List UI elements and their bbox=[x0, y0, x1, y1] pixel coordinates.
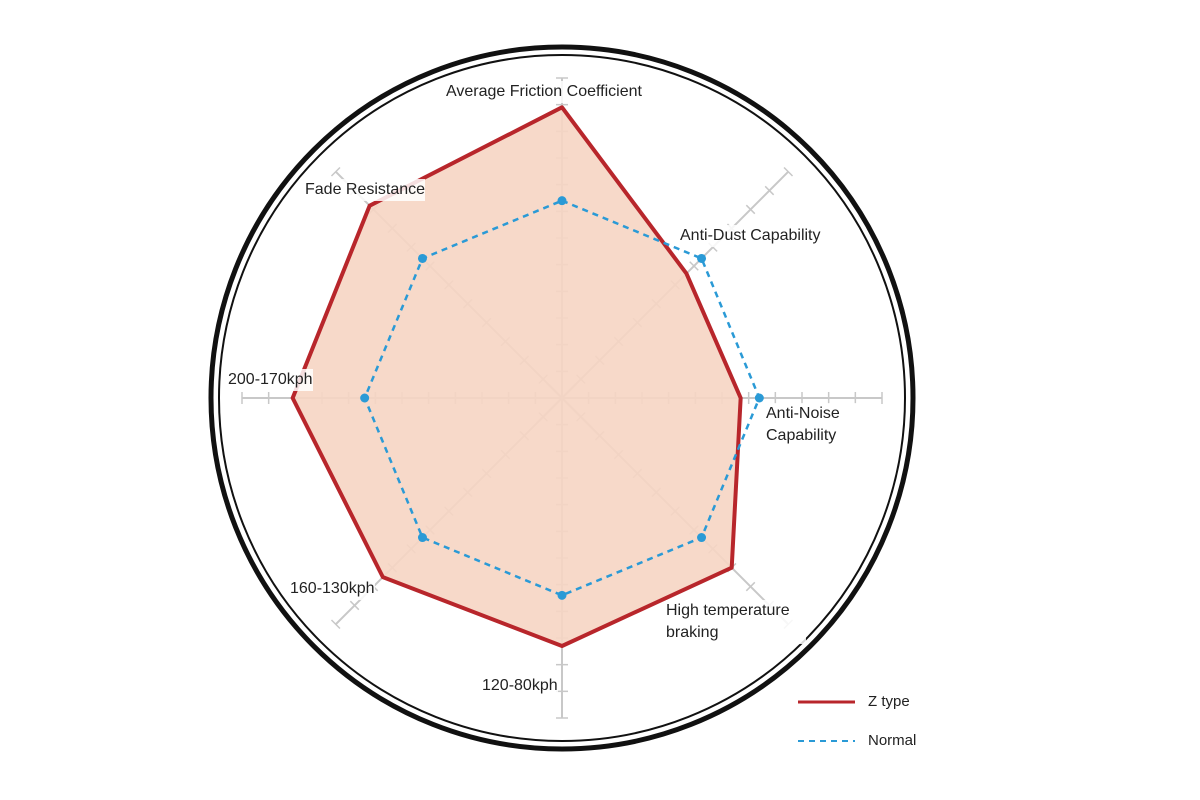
axis-label: Anti-Noise Capability bbox=[766, 403, 866, 447]
data-point bbox=[417, 253, 427, 263]
tick-mark bbox=[764, 185, 775, 196]
axis-label: Fade Resistance bbox=[305, 179, 426, 201]
axis-label: 160-130kph bbox=[290, 578, 375, 600]
data-point bbox=[557, 196, 567, 206]
data-point bbox=[697, 253, 707, 263]
tick-mark bbox=[745, 581, 756, 592]
tick-mark bbox=[689, 261, 699, 271]
axis-label: 120-80kph bbox=[482, 675, 558, 697]
tick-mark bbox=[783, 166, 794, 177]
data-point bbox=[754, 393, 764, 403]
tick-mark bbox=[330, 619, 341, 630]
series-area bbox=[290, 105, 743, 648]
axis-label: Average Friction Coefficient bbox=[446, 81, 642, 103]
data-point bbox=[557, 590, 567, 600]
legend-label: Z type bbox=[868, 693, 910, 710]
data-point bbox=[697, 533, 707, 543]
data-point bbox=[360, 393, 370, 403]
axis-label: High temperature braking bbox=[666, 600, 806, 644]
inner-ring bbox=[218, 54, 906, 742]
outer-ring bbox=[208, 44, 916, 752]
series-area bbox=[363, 199, 761, 597]
legend-label: Normal bbox=[868, 732, 917, 749]
axis-label: Anti-Dust Capability bbox=[680, 225, 821, 247]
tick-mark bbox=[745, 204, 756, 215]
tick-mark bbox=[349, 600, 360, 611]
axis-label: 200-170kph bbox=[228, 369, 313, 391]
tick-mark bbox=[330, 166, 341, 177]
data-point bbox=[417, 533, 427, 543]
